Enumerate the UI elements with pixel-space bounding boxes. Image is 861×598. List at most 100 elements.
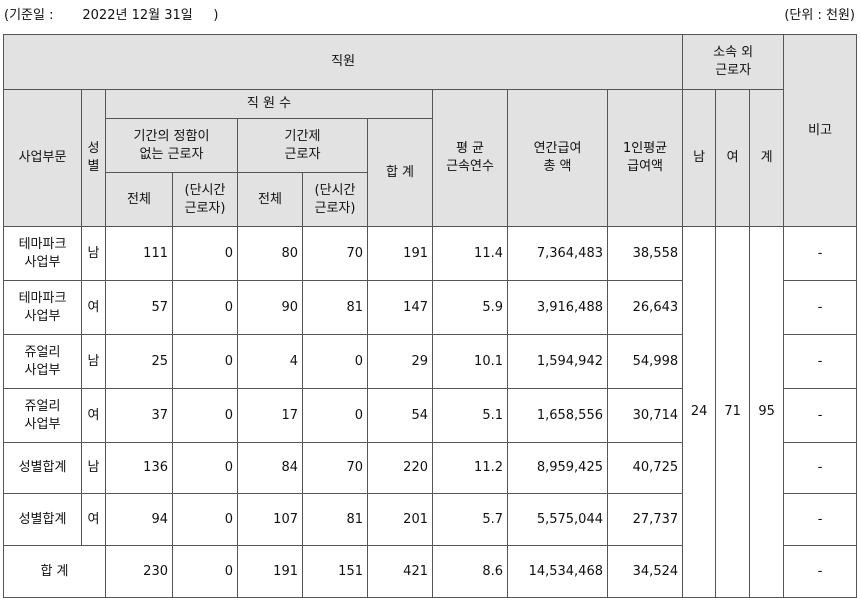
table-row: 성별합계 남 136 0 84 70 220 11.2 8,959,425 40… — [3, 442, 858, 494]
fix-total-cell: 4 — [237, 334, 303, 389]
total-col-header: 합 계 — [367, 118, 433, 227]
remark-cell: - — [783, 545, 858, 598]
gender-header: 성 별 — [81, 89, 106, 227]
outside-female-header: 여 — [715, 89, 751, 227]
tenure-cell: 11.4 — [432, 226, 508, 281]
fix-part-cell: 81 — [302, 280, 368, 335]
fix-total-cell: 107 — [237, 493, 303, 546]
remarks-header: 비고 — [783, 34, 858, 227]
staff-header: 직원 — [2, 34, 684, 90]
outside-workers-header: 소속 외 근로자 — [682, 34, 785, 90]
gender-cell: 남 — [81, 226, 106, 281]
pay-total-cell: 1,594,942 — [507, 334, 608, 389]
reg-part-cell: 0 — [172, 545, 238, 598]
header-row-3: 기간의 정함이 없는 근로자 기간제 근로자 합 계 — [4, 118, 857, 227]
remark-cell: - — [783, 493, 858, 546]
fix-part-cell: 0 — [302, 388, 368, 443]
division-cell: 성별합계 — [3, 493, 82, 546]
fix-part-cell: 0 — [302, 334, 368, 389]
tenure-cell: 10.1 — [432, 334, 508, 389]
pay-avg-cell: 38,558 — [606, 226, 684, 281]
remark-cell: - — [783, 280, 858, 335]
division-cell: 쥬얼리 사업부 — [3, 388, 82, 443]
table-row: 성별합계 여 94 0 107 81 201 5.7 5,575,044 27,… — [3, 493, 858, 546]
tenure-cell: 11.2 — [432, 442, 508, 494]
reg-total-cell: 230 — [105, 545, 173, 598]
reg-part-cell: 0 — [172, 226, 238, 281]
remark-cell: - — [783, 388, 858, 443]
table-row: 쥬얼리 사업부 남 25 0 4 0 29 10.1 1,594,942 54,… — [3, 334, 858, 389]
fix-part-cell: 151 — [302, 545, 368, 598]
pay-total-cell: 7,364,483 — [507, 226, 608, 281]
reg-part-cell: 0 — [172, 280, 238, 335]
pay-avg-cell: 34,524 — [606, 545, 684, 598]
fix-part-cell: 70 — [302, 442, 368, 494]
pay-total-cell: 1,658,556 — [507, 388, 608, 443]
per-capita-pay-header: 1인평균 급여액 — [606, 89, 684, 227]
table-row: 테마파크 사업부 남 111 0 80 70 191 11.4 7,364,48… — [3, 226, 858, 598]
gender-cell: 남 — [81, 442, 106, 494]
table-row: 테마파크 사업부 여 57 0 90 81 147 5.9 3,916,488 … — [3, 280, 858, 335]
total-cell: 220 — [367, 442, 433, 494]
pay-total-cell: 14,534,468 — [507, 545, 608, 598]
pay-avg-cell: 40,725 — [606, 442, 684, 494]
business-header: 사업부문 — [3, 89, 82, 227]
reg-total-cell: 37 — [105, 388, 173, 443]
reg-total-cell: 136 — [105, 442, 173, 494]
gender-cell: 여 — [81, 493, 106, 546]
reg-part-cell: 0 — [172, 493, 238, 546]
division-cell: 테마파크 사업부 — [3, 226, 82, 281]
pay-total-cell: 3,916,488 — [507, 280, 608, 335]
fix-total-cell: 191 — [237, 545, 303, 598]
pay-avg-cell: 54,998 — [606, 334, 684, 389]
pay-avg-cell: 30,714 — [606, 388, 684, 443]
reg-total-cell: 25 — [105, 334, 173, 389]
total-cell: 29 — [367, 334, 433, 389]
tenure-cell: 8.6 — [432, 545, 508, 598]
reg-part-time-header: (단시간 근로자) — [172, 172, 238, 227]
pay-total-cell: 5,575,044 — [507, 493, 608, 546]
header-row-1: 직원 소속 외 근로자 비고 — [2, 34, 858, 227]
division-cell: 성별합계 — [3, 442, 82, 494]
division-cell: 쥬얼리 사업부 — [3, 334, 82, 389]
total-cell: 421 — [367, 545, 433, 598]
reg-total-cell: 94 — [105, 493, 173, 546]
fixed-term-header: 기간제 근로자 — [237, 118, 368, 173]
fix-total-cell: 80 — [237, 226, 303, 281]
unit-label: (단위 : 천원) — [784, 8, 855, 23]
total-label-cell: 합 계 — [3, 545, 106, 598]
staff-count-header: 직 원 수 — [105, 89, 433, 119]
reg-total-cell: 57 — [105, 280, 173, 335]
tenure-cell: 5.9 — [432, 280, 508, 335]
remark-cell: - — [783, 442, 858, 494]
fix-total-cell: 84 — [237, 442, 303, 494]
reg-part-cell: 0 — [172, 442, 238, 494]
total-cell: 191 — [367, 226, 433, 281]
avg-tenure-header: 평 균 근속연수 — [432, 89, 508, 227]
fix-total-cell: 90 — [237, 280, 303, 335]
gender-cell: 여 — [81, 388, 106, 443]
no-fixed-term-header: 기간의 정함이 없는 근로자 — [105, 118, 238, 173]
reg-part-cell: 0 — [172, 388, 238, 443]
fix-part-cell: 81 — [302, 493, 368, 546]
division-cell: 테마파크 사업부 — [3, 280, 82, 335]
tenure-cell: 5.7 — [432, 493, 508, 546]
outside-male-header: 남 — [682, 89, 717, 227]
header-row-2: 사업부문 성 별 직 원 수 평 균 근속연수 연간급여 총 액 1인평균 급여… — [3, 89, 857, 227]
pay-avg-cell: 26,643 — [606, 280, 684, 335]
remark-cell: - — [783, 334, 858, 389]
total-row: 합 계 230 0 191 151 421 8.6 14,534,468 34,… — [3, 545, 858, 598]
annual-pay-header: 연간급여 총 액 — [507, 89, 608, 227]
gender-cell: 남 — [81, 334, 106, 389]
base-date: (기준일 : 2022년 12월 31일 ) — [4, 8, 219, 23]
pay-total-cell: 8,959,425 — [507, 442, 608, 494]
outside-sum-header: 계 — [749, 89, 785, 227]
header-row-4: 전체 (단시간 근로자) 전체 (단시간 근로자) — [4, 172, 857, 227]
remark-cell: - — [783, 226, 858, 281]
reg-total-cell: 111 — [105, 226, 173, 281]
employee-status-table: 직원 소속 외 근로자 비고 사업부문 성 별 직 원 수 평 균 근속연수 연… — [2, 34, 858, 598]
total-cell: 201 — [367, 493, 433, 546]
total-cell: 54 — [367, 388, 433, 443]
fix-total-cell: 17 — [237, 388, 303, 443]
tenure-cell: 5.1 — [432, 388, 508, 443]
